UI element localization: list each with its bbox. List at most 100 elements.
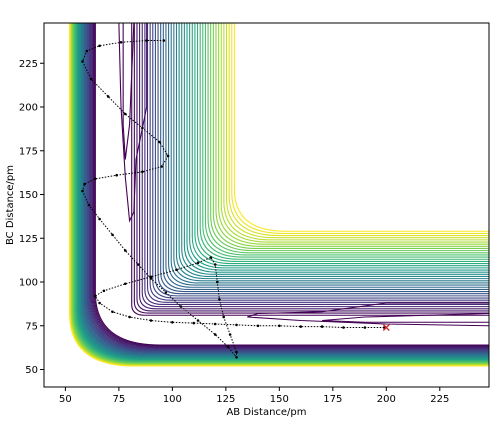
trajectory-point [342, 326, 345, 329]
contour-line [79, 23, 489, 358]
trajectory-point [320, 325, 324, 328]
y-tick-label: 50 [25, 365, 38, 376]
trajectory-point [171, 321, 174, 324]
y-tick-label: 225 [19, 59, 38, 70]
start-marker-stroke [382, 324, 390, 331]
y-tick-label: 125 [19, 234, 38, 245]
trajectory-point [128, 315, 131, 319]
contour-line [75, 23, 489, 362]
x-tick-label: 175 [323, 394, 342, 405]
trajectory-point [115, 173, 118, 177]
trajectory-point [299, 325, 303, 328]
x-tick-label: 50 [59, 394, 72, 405]
x-tick-label: 200 [377, 394, 396, 405]
contour-line [247, 302, 489, 327]
contour-line [322, 312, 489, 323]
trajectory-point [119, 41, 123, 44]
y-tick-label: 100 [19, 278, 38, 289]
trajectory-point [111, 310, 114, 314]
contour-line [82, 23, 489, 356]
contour-line [72, 23, 489, 364]
trajectory-point [278, 324, 281, 328]
contour-line [92, 23, 489, 348]
contour-line [80, 23, 489, 358]
trajectory-point [213, 333, 217, 336]
trajectory-point [89, 77, 93, 81]
trajectory-point [235, 356, 238, 359]
y-tick-label: 75 [25, 321, 38, 332]
contour-line [77, 23, 489, 360]
trajectory-point [149, 277, 153, 280]
contour-line [85, 23, 489, 354]
trajectory-point [149, 319, 153, 322]
contour-line [69, 23, 489, 367]
trajectory-point [235, 323, 238, 327]
contour-line [91, 23, 489, 349]
contour-line [92, 23, 489, 348]
trajectory-point [83, 182, 86, 186]
trajectory-point [94, 294, 97, 298]
trajectory-point [164, 291, 168, 294]
x-tick-label: 75 [113, 394, 126, 405]
contour-line [75, 23, 489, 362]
trajectory-point [363, 326, 367, 329]
contour-line [89, 23, 489, 350]
trajectory-point [87, 203, 91, 207]
x-axis-label: AB Distance/pm [226, 407, 306, 418]
trajectory-point [85, 49, 89, 53]
trajectory-point [162, 39, 166, 42]
trajectory-point [166, 154, 170, 158]
trajectory-point [145, 39, 148, 42]
trajectory-point [124, 249, 127, 252]
trajectory-point [94, 177, 97, 181]
contour-line [76, 23, 489, 361]
contour-line [118, 23, 148, 223]
trajectory-point [226, 345, 230, 349]
trajectory-point [160, 165, 163, 168]
trajectory-point [106, 95, 110, 98]
contour-line [74, 23, 489, 363]
trajectory-point [192, 321, 196, 325]
trajectory-point [158, 140, 161, 144]
trajectory-point [102, 289, 106, 293]
x-axis-ticks: 50 75 100 125 150 175 200 225 [59, 387, 449, 405]
trajectory-point [213, 322, 217, 326]
contour-line [83, 23, 489, 355]
contour-line [84, 23, 489, 354]
trajectory-line [81, 40, 385, 359]
y-tick-label: 150 [19, 190, 38, 201]
x-tick-label: 150 [270, 394, 289, 405]
y-axis-ticks: 50 75 100 125 150 175 200 225 [19, 59, 44, 376]
contour-line [78, 23, 489, 359]
trajectory-point [175, 268, 178, 272]
trajectory-point [218, 298, 221, 301]
x-tick-label: 225 [430, 394, 449, 405]
contour-line [122, 23, 135, 160]
trajectory-point [98, 44, 101, 48]
y-tick-label: 175 [19, 146, 38, 157]
contour-line [79, 23, 489, 359]
trajectory-point [124, 282, 127, 286]
trajectory-point [216, 280, 219, 284]
contour-line [93, 23, 489, 347]
trajectory-point [213, 263, 217, 266]
contour-line [82, 23, 489, 356]
trajectory-point [81, 189, 84, 193]
trajectory-point [111, 233, 114, 237]
trajectory-point [141, 126, 144, 130]
trajectory-point [196, 261, 200, 265]
y-axis-label: BC Distance/pm [5, 165, 16, 245]
trajectory-point [81, 60, 84, 63]
start-marker [382, 324, 390, 331]
trajectory-point [222, 315, 225, 319]
trajectory-point [141, 170, 144, 174]
contour-line [73, 23, 489, 363]
contour-lines [69, 23, 489, 367]
trajectory-point [196, 319, 200, 322]
plot-frame [43, 22, 490, 388]
trajectory-point [136, 263, 140, 266]
contour-line [88, 23, 489, 351]
x-tick-label: 125 [216, 394, 235, 405]
contour-line [90, 23, 489, 350]
